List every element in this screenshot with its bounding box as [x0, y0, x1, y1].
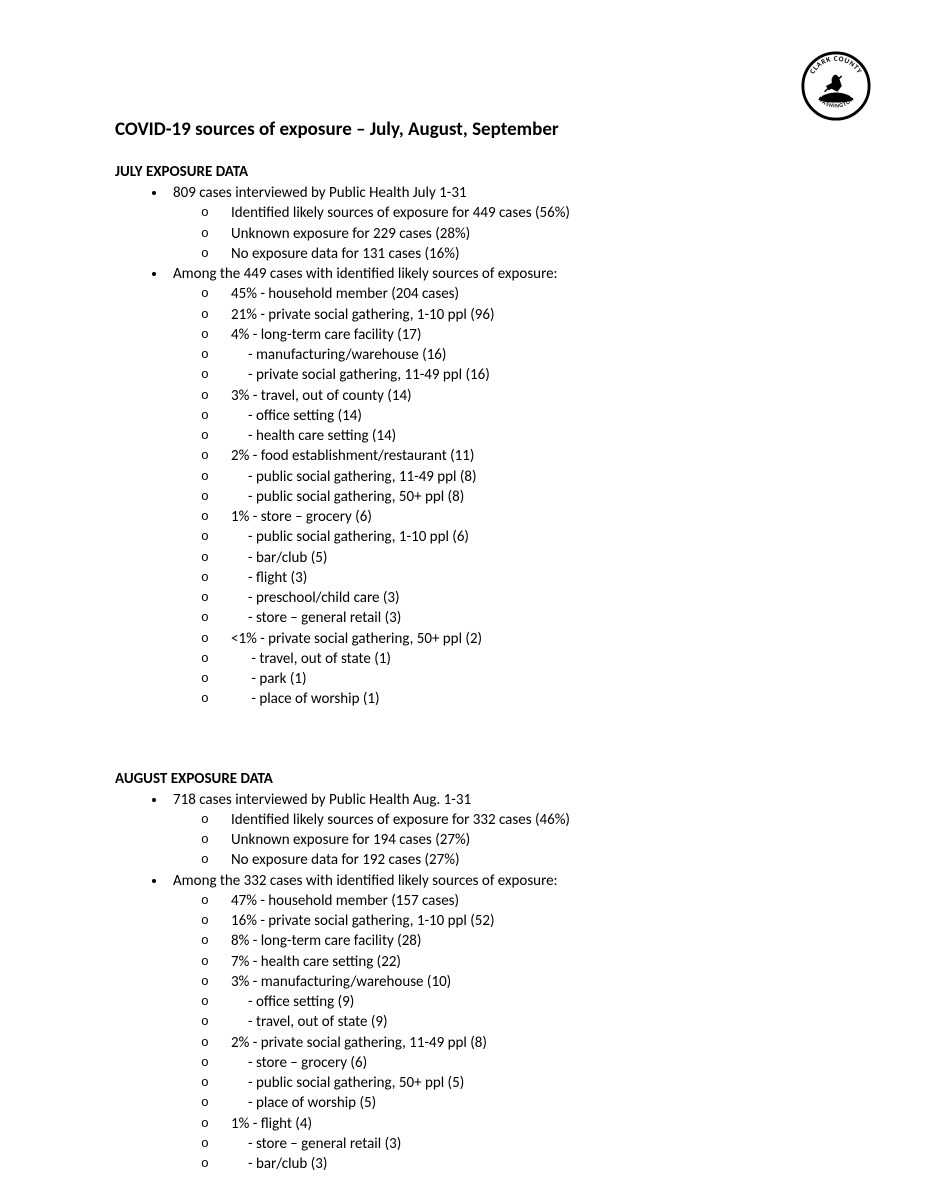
county-seal-logo: CLARK COUNTY WASHINGTON	[800, 50, 872, 122]
sub-list-item: - health care setting (14)	[201, 426, 832, 446]
list-item-text: Among the 449 cases with identified like…	[173, 265, 558, 283]
sub-list-item: - store – general retail (3)	[201, 1134, 832, 1154]
sub-list-item: - bar/club (5)	[201, 548, 832, 568]
sub-list-item: 1% - flight (4)	[201, 1114, 832, 1134]
svg-text:CLARK COUNTY: CLARK COUNTY	[808, 54, 865, 76]
sub-list-item: - store – grocery (6)	[201, 1053, 832, 1073]
bullet-list: 718 cases interviewed by Public Health A…	[115, 790, 832, 1175]
sub-list-item: 8% - long-term care facility (28)	[201, 931, 832, 951]
list-item: Among the 449 cases with identified like…	[167, 264, 832, 710]
sub-list-item: 3% - manufacturing/warehouse (10)	[201, 972, 832, 992]
sub-list-item: No exposure data for 192 cases (27%)	[201, 850, 832, 870]
section-header: AUGUST EXPOSURE DATA	[115, 770, 832, 788]
sub-list-item: - preschool/child care (3)	[201, 588, 832, 608]
sub-list-item: No exposure data for 131 cases (16%)	[201, 244, 832, 264]
sub-list-item: 2% - private social gathering, 11-49 ppl…	[201, 1033, 832, 1053]
sub-list-item: - place of worship (1)	[201, 689, 832, 709]
sub-bullet-list: 45% - household member (204 cases)21% - …	[173, 284, 832, 709]
sub-list-item: - place of worship (5)	[201, 1093, 832, 1113]
sub-list-item: <1% - private social gathering, 50+ ppl …	[201, 629, 832, 649]
sub-bullet-list: Identified likely sources of exposure fo…	[173, 203, 832, 264]
sub-list-item: Identified likely sources of exposure fo…	[201, 810, 832, 830]
sub-list-item: 7% - health care setting (22)	[201, 952, 832, 972]
sub-list-item: - manufacturing/warehouse (16)	[201, 345, 832, 365]
document-page: CLARK COUNTY WASHINGTON COVID-19 sources…	[0, 0, 927, 1174]
page-title: COVID-19 sources of exposure – July, Aug…	[115, 118, 832, 141]
sub-list-item: 16% - private social gathering, 1-10 ppl…	[201, 911, 832, 931]
sub-list-item: - public social gathering, 1-10 ppl (6)	[201, 527, 832, 547]
sub-list-item: - travel, out of state (9)	[201, 1012, 832, 1032]
bullet-list: 809 cases interviewed by Public Health J…	[115, 183, 832, 710]
sub-list-item: - office setting (9)	[201, 992, 832, 1012]
content-sections: JULY EXPOSURE DATA 809 cases interviewed …	[115, 163, 832, 1174]
sub-list-item: - public social gathering, 50+ ppl (8)	[201, 487, 832, 507]
sub-list-item: - park (1)	[201, 669, 832, 689]
sub-bullet-list: Identified likely sources of exposure fo…	[173, 810, 832, 871]
sub-list-item: - bar/club (3)	[201, 1154, 832, 1174]
section-header: JULY EXPOSURE DATA	[115, 163, 832, 181]
list-item-text: 809 cases interviewed by Public Health J…	[173, 184, 467, 202]
sub-list-item: - public social gathering, 50+ ppl (5)	[201, 1073, 832, 1093]
list-item: 718 cases interviewed by Public Health A…	[167, 790, 832, 871]
sub-bullet-list: 47% - household member (157 cases)16% - …	[173, 891, 832, 1175]
list-item-text: Among the 332 cases with identified like…	[173, 872, 558, 890]
sub-list-item: 21% - private social gathering, 1-10 ppl…	[201, 305, 832, 325]
list-item: 809 cases interviewed by Public Health J…	[167, 183, 832, 264]
sub-list-item: 45% - household member (204 cases)	[201, 284, 832, 304]
sub-list-item: - store – general retail (3)	[201, 608, 832, 628]
sub-list-item: Unknown exposure for 229 cases (28%)	[201, 224, 832, 244]
list-item: Among the 332 cases with identified like…	[167, 871, 832, 1175]
sub-list-item: Identified likely sources of exposure fo…	[201, 203, 832, 223]
sub-list-item: Unknown exposure for 194 cases (27%)	[201, 830, 832, 850]
sub-list-item: - office setting (14)	[201, 406, 832, 426]
sub-list-item: 47% - household member (157 cases)	[201, 891, 832, 911]
sub-list-item: 1% - store – grocery (6)	[201, 507, 832, 527]
sub-list-item: - private social gathering, 11-49 ppl (1…	[201, 365, 832, 385]
list-item-text: 718 cases interviewed by Public Health A…	[173, 791, 471, 809]
sub-list-item: - travel, out of state (1)	[201, 649, 832, 669]
sub-list-item: - flight (3)	[201, 568, 832, 588]
sub-list-item: 3% - travel, out of county (14)	[201, 386, 832, 406]
sub-list-item: 4% - long-term care facility (17)	[201, 325, 832, 345]
sub-list-item: 2% - food establishment/restaurant (11)	[201, 446, 832, 466]
sub-list-item: - public social gathering, 11-49 ppl (8)	[201, 467, 832, 487]
